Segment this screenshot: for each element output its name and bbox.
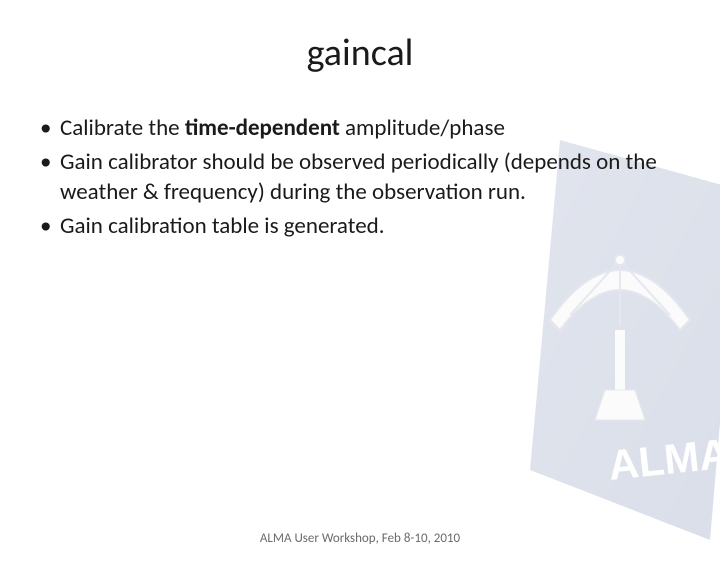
bullet-text-pre: Calibrate the (60, 114, 185, 142)
logo-text: ALMA (606, 430, 720, 489)
bullet-item: Gain calibration table is generated. (38, 212, 670, 242)
slide-title: gaincal (0, 30, 720, 76)
bullet-text-pre: Gain calibration table is generated. (60, 212, 385, 240)
bullet-list: Calibrate the time-dependent amplitude/p… (38, 114, 670, 242)
bullet-item: Calibrate the time-dependent amplitude/p… (38, 114, 670, 144)
bullet-text-post: amplitude/phase (340, 114, 505, 142)
slide-footer: ALMA User Workshop, Feb 8-10, 2010 (0, 531, 720, 546)
slide-body: Calibrate the time-dependent amplitude/p… (0, 114, 720, 242)
bullet-text-pre: Gain calibrator should be observed perio… (60, 148, 657, 206)
bullet-text-bold: time-dependent (185, 114, 340, 142)
bullet-item: Gain calibrator should be observed perio… (38, 148, 670, 208)
